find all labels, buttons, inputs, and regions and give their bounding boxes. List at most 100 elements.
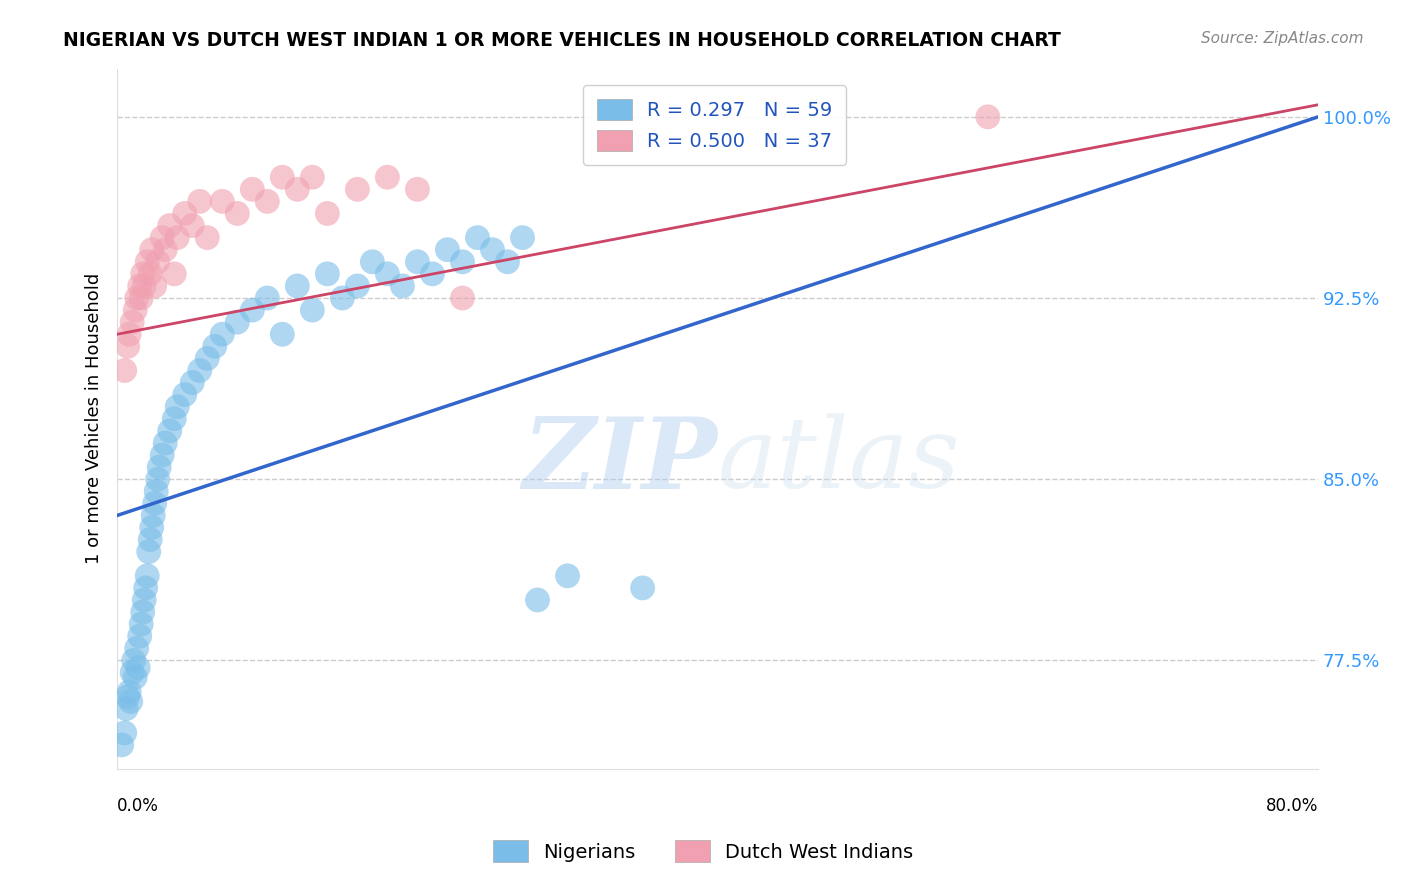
Point — [159, 424, 181, 438]
Point — [166, 230, 188, 244]
Point — [173, 206, 195, 220]
Point — [211, 194, 233, 209]
Point — [285, 279, 308, 293]
Point — [285, 182, 308, 196]
Point — [136, 254, 159, 268]
Point — [148, 460, 170, 475]
Point — [146, 254, 169, 268]
Point — [141, 520, 163, 534]
Point — [121, 315, 143, 329]
Point — [346, 182, 368, 196]
Point — [316, 267, 339, 281]
Point — [124, 670, 146, 684]
Point — [138, 544, 160, 558]
Point — [117, 339, 139, 353]
Point — [114, 363, 136, 377]
Point — [256, 194, 278, 209]
Point — [211, 327, 233, 342]
Point — [195, 351, 218, 366]
Point — [451, 254, 474, 268]
Point — [163, 412, 186, 426]
Point — [181, 376, 204, 390]
Legend: Nigerians, Dutch West Indians: Nigerians, Dutch West Indians — [481, 829, 925, 873]
Point — [135, 581, 157, 595]
Point — [139, 533, 162, 547]
Y-axis label: 1 or more Vehicles in Household: 1 or more Vehicles in Household — [86, 273, 103, 565]
Point — [143, 279, 166, 293]
Point — [240, 182, 263, 196]
Point — [111, 738, 134, 752]
Point — [557, 569, 579, 583]
Point — [117, 690, 139, 704]
Point — [159, 219, 181, 233]
Point — [181, 219, 204, 233]
Point — [406, 254, 429, 268]
Point — [406, 182, 429, 196]
Point — [361, 254, 384, 268]
Point — [124, 303, 146, 318]
Point — [129, 617, 152, 632]
Point — [188, 194, 211, 209]
Point — [436, 243, 458, 257]
Point — [134, 279, 156, 293]
Point — [188, 363, 211, 377]
Point — [526, 593, 548, 607]
Point — [115, 701, 138, 715]
Point — [141, 243, 163, 257]
Point — [125, 641, 148, 656]
Point — [301, 170, 323, 185]
Text: 80.0%: 80.0% — [1265, 797, 1319, 815]
Point — [118, 685, 141, 699]
Point — [271, 327, 294, 342]
Point — [118, 327, 141, 342]
Point — [332, 291, 354, 305]
Point — [146, 472, 169, 486]
Point — [346, 279, 368, 293]
Point — [301, 303, 323, 318]
Point — [226, 315, 249, 329]
Point — [631, 581, 654, 595]
Point — [391, 279, 413, 293]
Point — [142, 508, 165, 523]
Point — [226, 206, 249, 220]
Point — [512, 230, 534, 244]
Point — [127, 660, 149, 674]
Point — [121, 665, 143, 680]
Point — [128, 279, 150, 293]
Point — [316, 206, 339, 220]
Text: Source: ZipAtlas.com: Source: ZipAtlas.com — [1201, 31, 1364, 46]
Point — [163, 267, 186, 281]
Point — [256, 291, 278, 305]
Point — [271, 170, 294, 185]
Point — [136, 569, 159, 583]
Point — [145, 484, 167, 499]
Point — [155, 436, 177, 450]
Text: atlas: atlas — [717, 413, 960, 508]
Point — [114, 726, 136, 740]
Point — [134, 593, 156, 607]
Point — [122, 653, 145, 667]
Point — [422, 267, 444, 281]
Point — [467, 230, 489, 244]
Text: 0.0%: 0.0% — [117, 797, 159, 815]
Point — [204, 339, 226, 353]
Point — [377, 267, 399, 281]
Point — [173, 387, 195, 401]
Point — [150, 230, 173, 244]
Point — [166, 400, 188, 414]
Point — [139, 267, 162, 281]
Point — [143, 496, 166, 510]
Point — [150, 448, 173, 462]
Point — [240, 303, 263, 318]
Point — [120, 694, 142, 708]
Point — [377, 170, 399, 185]
Point — [132, 267, 155, 281]
Point — [129, 291, 152, 305]
Point — [132, 605, 155, 619]
Point — [451, 291, 474, 305]
Text: ZIP: ZIP — [523, 413, 717, 509]
Text: NIGERIAN VS DUTCH WEST INDIAN 1 OR MORE VEHICLES IN HOUSEHOLD CORRELATION CHART: NIGERIAN VS DUTCH WEST INDIAN 1 OR MORE … — [63, 31, 1062, 50]
Point — [128, 629, 150, 643]
Point — [155, 243, 177, 257]
Point — [496, 254, 519, 268]
